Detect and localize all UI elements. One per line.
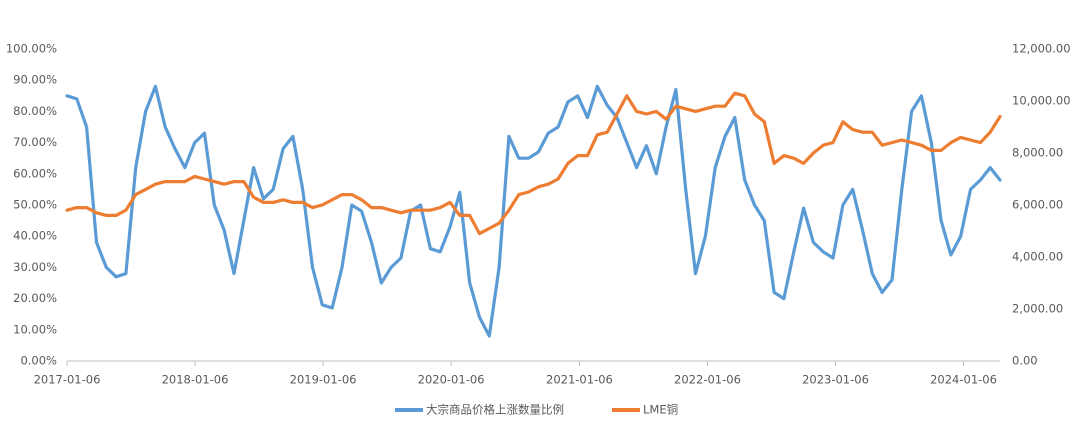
series-line [65, 84, 1002, 338]
y-tick-label: 40.00% [13, 229, 57, 243]
legend-label: LME铜 [643, 403, 678, 417]
y-tick-label: 100.00% [6, 42, 57, 56]
x-tick-label: 2018-01-06 [162, 373, 229, 387]
y-tick-label: 10.00% [13, 322, 57, 336]
x-tick-label: 2021-01-06 [546, 373, 613, 387]
x-tick-label: 2022-01-06 [674, 373, 741, 387]
y-tick-label: 0.00% [20, 354, 57, 368]
y2-tick-label: 8,000.00 [1012, 146, 1063, 160]
y2-tick-label: 4,000.00 [1012, 250, 1063, 264]
series-line [65, 91, 1002, 236]
y-tick-label: 20.00% [13, 291, 57, 305]
y-tick-label: 30.00% [13, 260, 57, 274]
y2-tick-label: 12,000.00 [1012, 42, 1071, 56]
x-tick-label: 2020-01-06 [418, 373, 485, 387]
x-tick-label: 2017-01-06 [34, 373, 101, 387]
y-tick-label: 50.00% [13, 198, 57, 212]
x-tick-label: 2023-01-06 [802, 373, 869, 387]
x-tick-label: 2019-01-06 [290, 373, 357, 387]
y-tick-label: 80.00% [13, 104, 57, 118]
legend-label: 大宗商品价格上涨数量比例 [426, 403, 564, 417]
x-tick-label: 2024-01-06 [930, 373, 997, 387]
y2-tick-label: 6,000.00 [1012, 198, 1063, 212]
y-tick-label: 60.00% [13, 166, 57, 180]
y2-tick-label: 2,000.00 [1012, 302, 1063, 316]
y2-tick-label: 0.00 [1012, 354, 1038, 368]
y-tick-label: 90.00% [13, 73, 57, 87]
y-tick-label: 70.00% [13, 135, 57, 149]
y2-tick-label: 10,000.00 [1012, 94, 1071, 108]
